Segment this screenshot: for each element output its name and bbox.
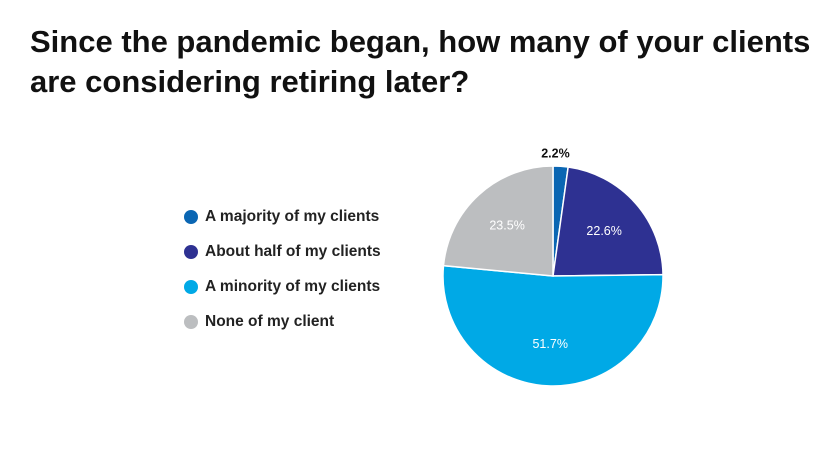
legend-swatch-about-half xyxy=(184,244,198,259)
legend-label-none: None of my client xyxy=(205,312,335,330)
legend-label-about-half: About half of my clients xyxy=(205,242,381,260)
legend-item-majority: A majority of my clients xyxy=(184,199,424,234)
legend: A majority of my clients About half of m… xyxy=(184,199,424,339)
slice-label-minority: 51.7% xyxy=(532,337,567,351)
legend-label-majority: A majority of my clients xyxy=(205,207,380,225)
legend-swatch-none xyxy=(184,314,198,329)
slice-label-majority: 2.2% xyxy=(541,146,570,160)
chart-title: Since the pandemic began, how many of yo… xyxy=(30,24,811,99)
legend-item-none: None of my client xyxy=(184,304,424,339)
legend-label-minority: A minority of my clients xyxy=(205,277,381,295)
pie-slice-none xyxy=(442,165,554,277)
legend-swatch-majority xyxy=(184,209,198,224)
pie-slice-minority xyxy=(442,264,664,387)
legend-swatch-minority xyxy=(184,279,198,294)
pie-slice-about-half xyxy=(552,166,664,277)
slice-label-none: 23.5% xyxy=(489,219,524,233)
legend-item-about-half: About half of my clients xyxy=(184,234,424,269)
legend-item-minority: A minority of my clients xyxy=(184,269,424,304)
slice-label-about-half: 22.6% xyxy=(586,224,621,238)
